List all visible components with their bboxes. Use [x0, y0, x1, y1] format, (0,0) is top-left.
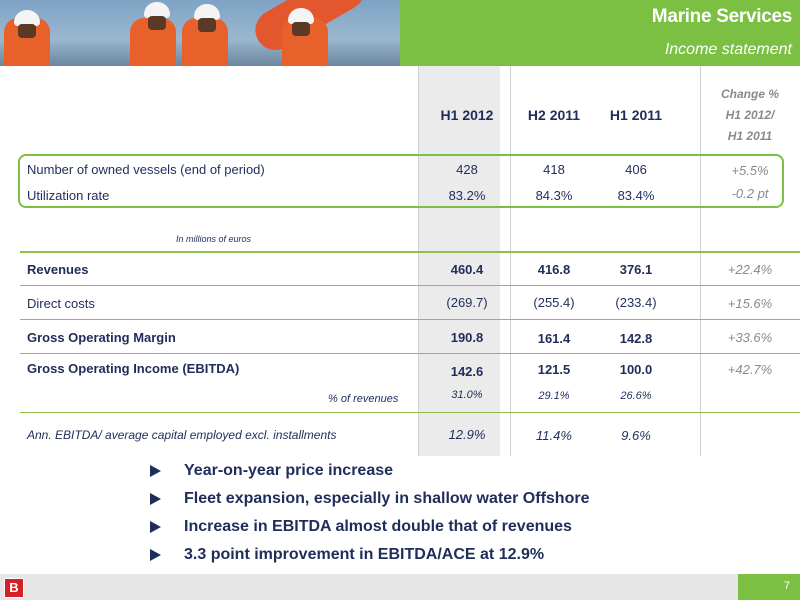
row-label-gom: Gross Operating Margin: [27, 330, 176, 345]
company-logo: B: [4, 578, 24, 598]
cell-ace-h1-2012: 12.9%: [448, 427, 486, 442]
grid-vline: [510, 66, 511, 456]
change-header-line1: Change %: [720, 87, 779, 101]
page-number: 7: [783, 580, 790, 592]
photo-face: [18, 24, 36, 38]
cell-direct-costs-h2-2011: (255.4): [533, 295, 575, 310]
row-divider: [20, 319, 800, 320]
cell-vessels-h1-2011: 406: [625, 162, 647, 177]
cell-ace-h2-2011: 11.4%: [536, 428, 572, 443]
photo-helmet: [14, 10, 40, 26]
cell-pct-h1-2011: 26.6%: [620, 390, 652, 402]
row-divider: [20, 251, 800, 253]
cell-revenues-h2-2011: 416.8: [537, 262, 571, 277]
cell-ebitda-h1-2011: 100.0: [619, 362, 653, 377]
cell-vessels-h1-2012: 428: [456, 162, 478, 177]
key-point-text: 3.3 point improvement in EBITDA/ACE at 1…: [184, 546, 545, 563]
footer-bar: [0, 574, 738, 600]
grid-vline: [418, 66, 419, 456]
col-header-h1-2011: H1 2011: [609, 107, 663, 123]
change-header-line2: H1 2012/: [725, 108, 775, 122]
bullet-arrow-icon: [150, 521, 161, 533]
cell-pct-h1-2012: 31.0%: [451, 389, 483, 401]
col-header-h2-2011: H2 2011: [527, 107, 581, 123]
row-divider: [20, 412, 800, 413]
highlight-column: [418, 66, 500, 456]
cell-utilization-h2-2011: 84.3%: [535, 188, 573, 203]
page-title: Marine Services: [651, 6, 793, 27]
cell-ebitda-h1-2012: 142.6: [450, 364, 484, 379]
photo-face: [148, 16, 166, 30]
cell-vessels-change: +5.5%: [731, 163, 769, 178]
header-band: [400, 0, 800, 66]
bullet-arrow-icon: [150, 465, 161, 477]
cell-direct-costs-h1-2012: (269.7): [446, 295, 488, 310]
row-label-direct-costs: Direct costs: [27, 296, 95, 311]
row-label-vessels: Number of owned vessels (end of period): [27, 162, 265, 177]
photo-face: [198, 18, 216, 32]
cell-pct-h2-2011: 29.1%: [538, 390, 570, 402]
photo-helmet: [194, 4, 220, 20]
cell-revenues-h1-2012: 460.4: [450, 262, 484, 277]
cell-gom-h1-2012: 190.8: [450, 330, 484, 345]
footer-page-block: [738, 574, 800, 600]
bullet-arrow-icon: [150, 493, 161, 505]
photo-helmet: [144, 2, 170, 18]
col-header-change: Change % H1 2012/ H1 2011: [700, 84, 800, 147]
row-divider: [20, 353, 800, 354]
cell-ebitda-h2-2011: 121.5: [537, 362, 571, 377]
cell-gom-h1-2011: 142.8: [619, 331, 653, 346]
cell-utilization-change: -0.2 pt: [731, 186, 769, 201]
unit-note: In millions of euros: [176, 234, 252, 244]
row-label-ace: Ann. EBITDA/ average capital employed ex…: [27, 428, 337, 442]
grid-vline: [700, 66, 701, 456]
change-header-line3: H1 2011: [727, 129, 773, 143]
row-label-utilization: Utilization rate: [27, 188, 110, 203]
cell-revenues-change: +22.4%: [727, 262, 773, 277]
cell-utilization-h1-2011: 83.4%: [617, 188, 655, 203]
bullet-arrow-icon: [150, 549, 161, 561]
key-point-text: Year-on-year price increase: [184, 462, 394, 479]
col-header-h1-2012: H1 2012: [440, 107, 494, 123]
row-label-ebitda: Gross Operating Income (EBITDA): [27, 361, 240, 376]
operational-kpi-box: [18, 154, 784, 208]
cell-direct-costs-h1-2011: (233.4): [615, 295, 657, 310]
cell-direct-costs-change: +15.6%: [727, 296, 773, 311]
cell-ebitda-change: +42.7%: [727, 362, 773, 377]
row-label-revenues: Revenues: [27, 262, 89, 277]
key-point-text: Increase in EBITDA almost double that of…: [184, 518, 572, 535]
key-point-text: Fleet expansion, especially in shallow w…: [184, 490, 590, 507]
cell-utilization-h1-2012: 83.2%: [448, 188, 486, 203]
row-label-pct-revenues: % of revenues: [328, 393, 399, 405]
cell-gom-h2-2011: 161.4: [537, 331, 571, 346]
cell-revenues-h1-2011: 376.1: [619, 262, 653, 277]
photo-helmet: [288, 8, 314, 24]
cell-gom-change: +33.6%: [727, 330, 773, 345]
cell-vessels-h2-2011: 418: [543, 162, 565, 177]
header-photo: [0, 0, 400, 66]
cell-ace-h1-2011: 9.6%: [621, 428, 651, 443]
row-divider: [20, 285, 800, 286]
photo-face: [292, 22, 310, 36]
page-subtitle: Income statement: [664, 41, 792, 58]
